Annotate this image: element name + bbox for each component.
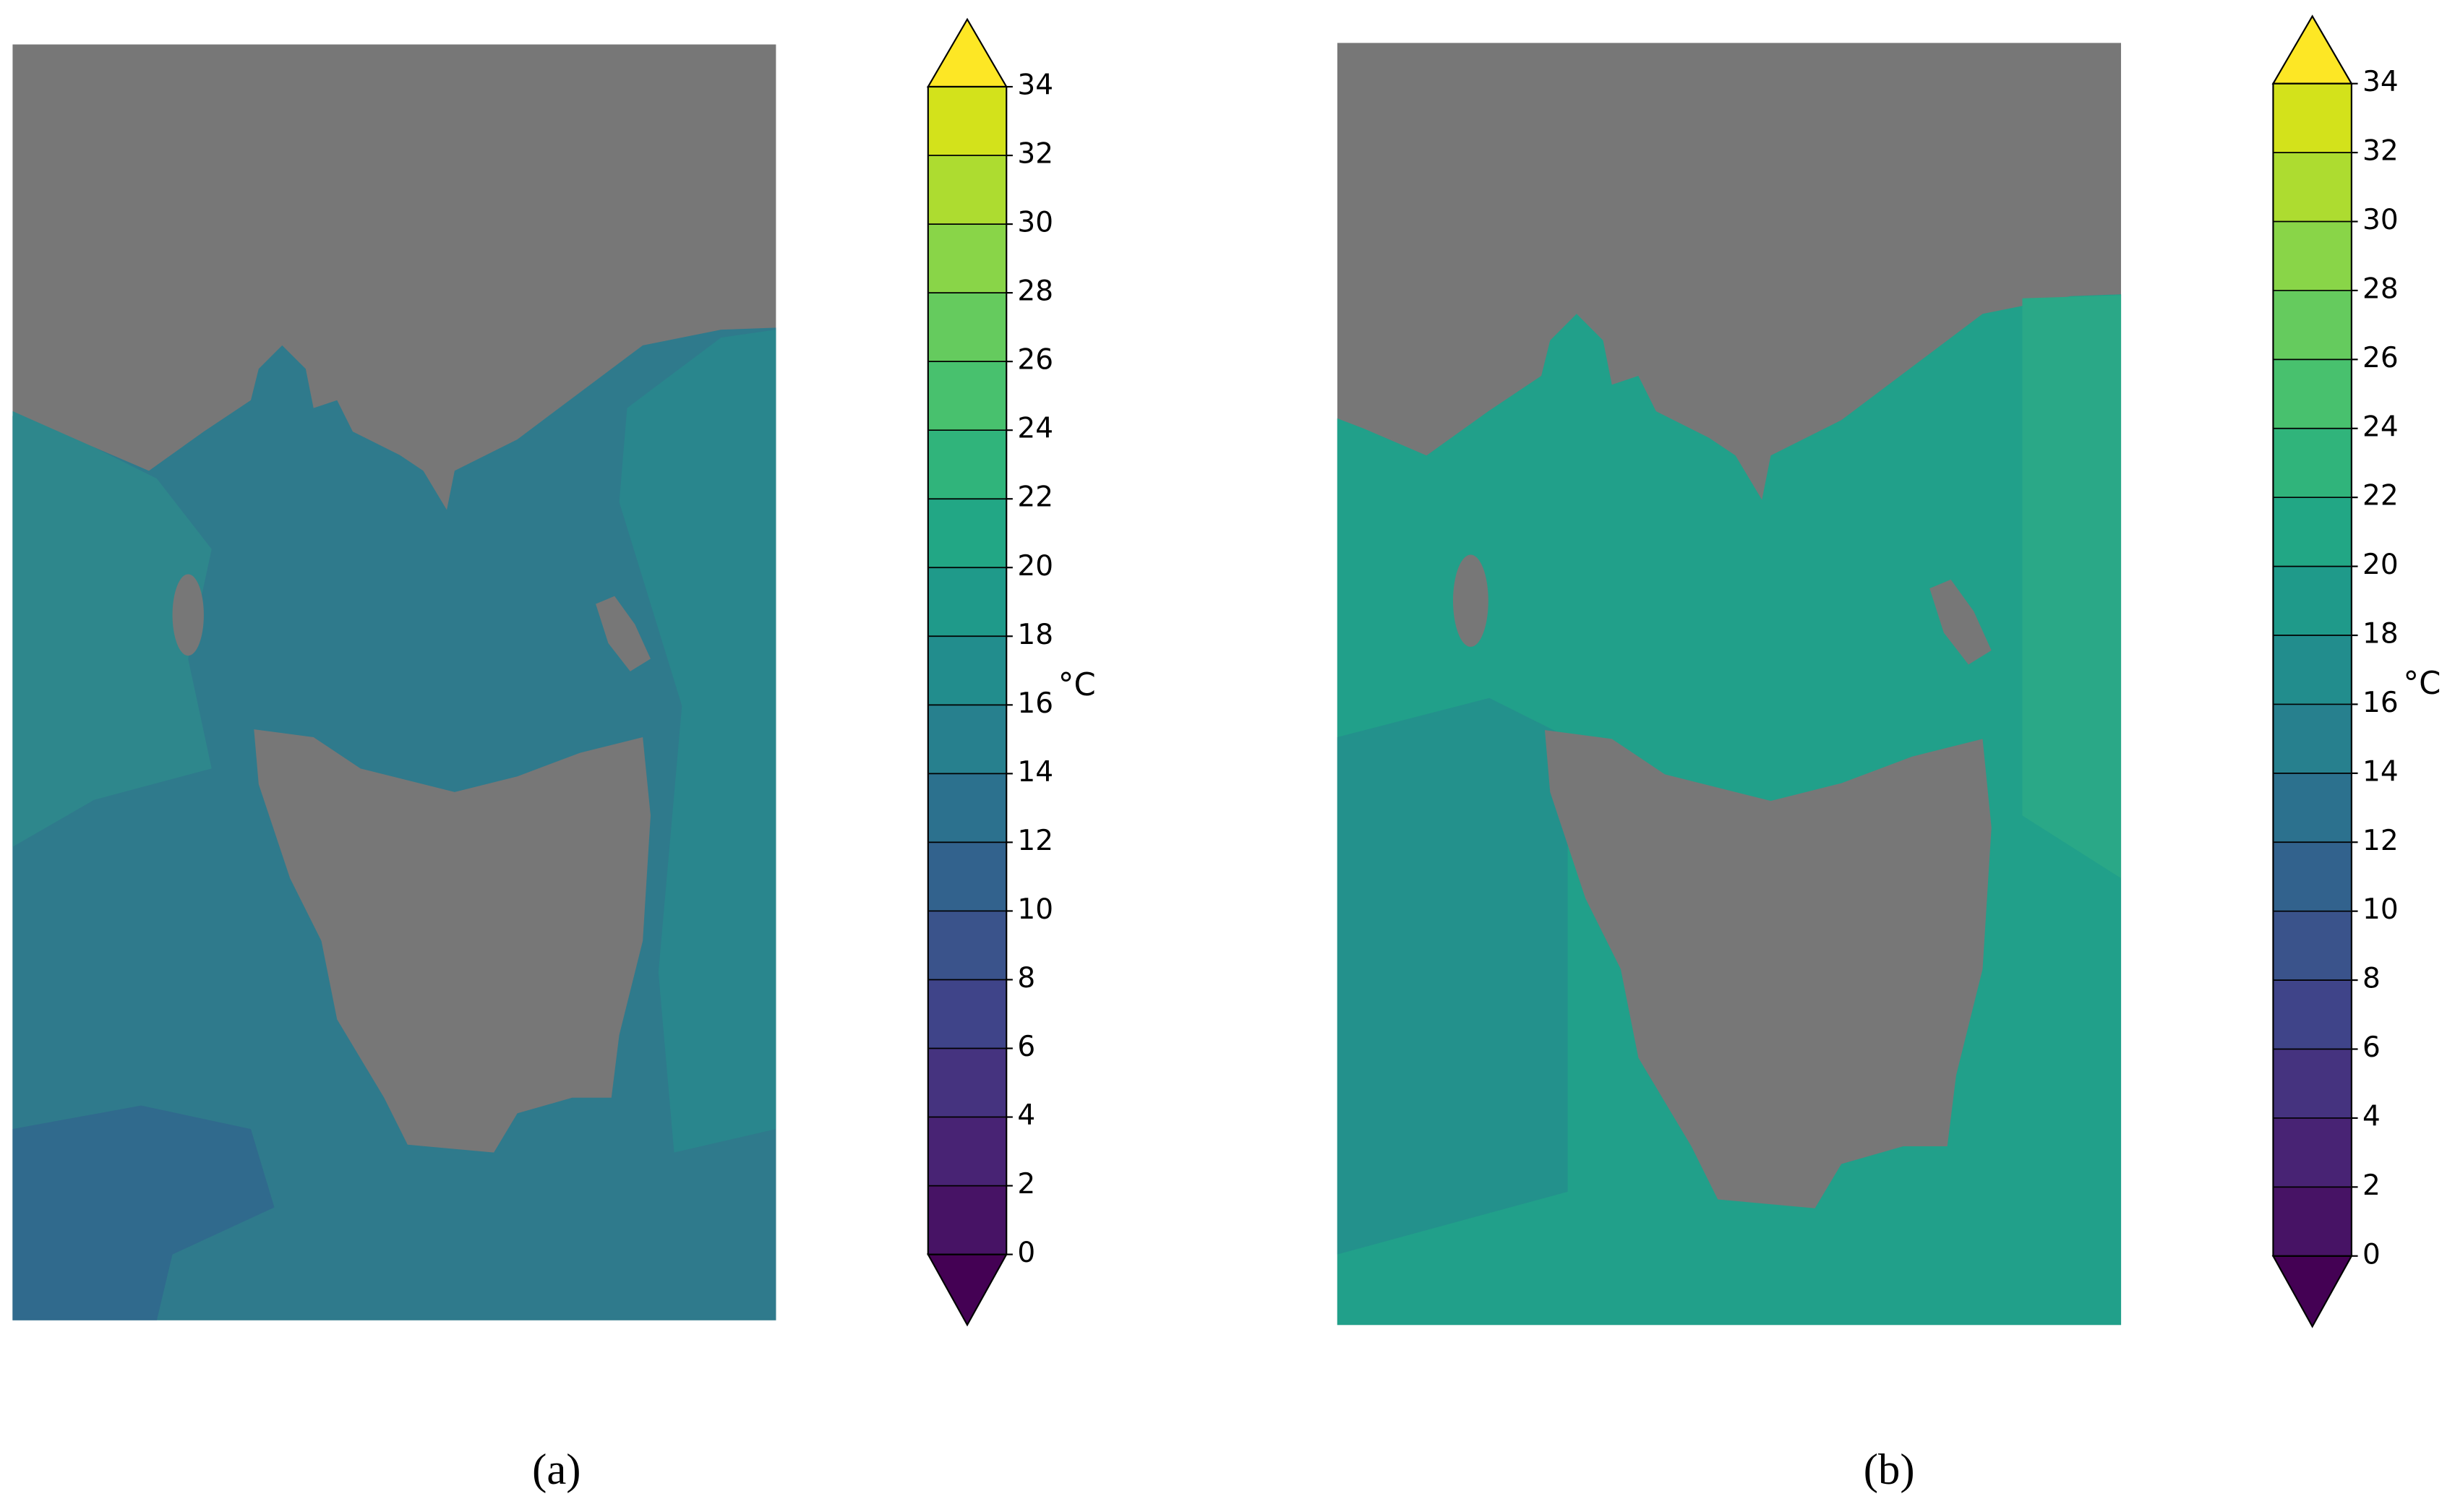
tick-label: 2 (1017, 1168, 1035, 1200)
tick-label: 2 (2362, 1169, 2381, 1202)
panel-caption: (a) (532, 1446, 580, 1494)
tick-label: 0 (1017, 1237, 1035, 1269)
colorbar-band (2273, 1049, 2352, 1118)
colorbar-band (2273, 497, 2352, 567)
colorbar-band (927, 1185, 1007, 1255)
tick-label: 20 (2362, 549, 2399, 581)
colorbar-band (927, 293, 1007, 362)
tick-label: 14 (2362, 755, 2399, 788)
colorbar-band (2273, 359, 2352, 429)
map-b (1337, 43, 2122, 1326)
tick-label: 12 (2362, 825, 2399, 857)
colorbar-under (2271, 1255, 2353, 1328)
colorbar-band (927, 705, 1007, 774)
tick-label: 30 (1017, 207, 1053, 239)
colorbar-band (927, 911, 1007, 980)
colorbar-band (927, 499, 1007, 568)
tick-label: 22 (1017, 481, 1053, 514)
tick-label: 18 (1017, 619, 1053, 651)
tick-label: 8 (2362, 963, 2381, 995)
tick-label: 28 (1017, 275, 1053, 308)
colorbar-band (2273, 842, 2352, 911)
colorbar-band (927, 979, 1007, 1049)
colorbar-band (927, 1117, 1007, 1186)
tick-label: 0 (2362, 1238, 2381, 1271)
tick-label: 16 (2362, 687, 2399, 719)
tick-label: 34 (1017, 69, 1053, 102)
colorbar-over (2271, 14, 2353, 85)
tick-label: 16 (1017, 687, 1053, 720)
colorbar-band (2273, 704, 2352, 773)
colorbar-unit: °C (1058, 667, 1096, 703)
tick-label: 32 (2362, 135, 2399, 168)
map-a (12, 44, 776, 1320)
colorbar-band (2273, 773, 2352, 843)
colorbar-frame (2272, 82, 2352, 1257)
tick-label: 20 (1017, 550, 1053, 583)
colorbar-band (2273, 153, 2352, 222)
colorbar-band (2273, 428, 2352, 498)
colorbar-band (927, 636, 1007, 705)
colorbar-band (927, 87, 1007, 156)
tick-label: 6 (2362, 1031, 2381, 1064)
tick-label: 8 (1017, 962, 1035, 995)
colorbar-band (2273, 635, 2352, 705)
tick-label: 10 (1017, 893, 1053, 926)
tick-label: 18 (2362, 618, 2399, 650)
colorbar-over (926, 17, 1008, 88)
colorbar-band (2273, 566, 2352, 636)
colorbar-unit: °C (2403, 666, 2441, 702)
tick-label: 4 (1017, 1099, 1035, 1132)
tick-label: 24 (1017, 413, 1053, 445)
tick-label: 32 (1017, 138, 1053, 171)
colorbar-band (2273, 1117, 2352, 1187)
colorbar-band (927, 567, 1007, 637)
colorbar-band (2273, 980, 2352, 1049)
colorbar-band (927, 224, 1007, 293)
colorbar-under (926, 1253, 1008, 1327)
colorbar-band (927, 1048, 1007, 1117)
tick-label: 24 (2362, 411, 2399, 443)
tick-label: 10 (2362, 893, 2399, 926)
tick-label: 4 (2362, 1100, 2381, 1133)
colorbar-band (2273, 911, 2352, 981)
tick-label: 12 (1017, 825, 1053, 857)
colorbar-band (927, 842, 1007, 911)
colorbar-band (927, 361, 1007, 431)
colorbar-band (927, 773, 1007, 843)
colorbar-frame (927, 85, 1008, 1255)
colorbar-band (2273, 1187, 2352, 1256)
colorbar-band (2273, 221, 2352, 291)
tick-label: 6 (1017, 1031, 1035, 1063)
tick-label: 22 (2362, 480, 2399, 512)
colorbar-band (2273, 83, 2352, 153)
tick-label: 14 (1017, 756, 1053, 789)
tick-label: 30 (2362, 204, 2399, 236)
colorbar-band (927, 155, 1007, 225)
tick-label: 26 (1017, 344, 1053, 377)
colorbar-band (2273, 290, 2352, 360)
panel-caption: (b) (1864, 1446, 1915, 1494)
tick-label: 26 (2362, 342, 2399, 374)
tick-label: 28 (2362, 272, 2399, 305)
tick-label: 34 (2362, 66, 2399, 98)
colorbar-band (927, 430, 1007, 499)
colorbars: 0246810121416182022242628303234°C(a)0246… (532, 14, 2441, 1494)
